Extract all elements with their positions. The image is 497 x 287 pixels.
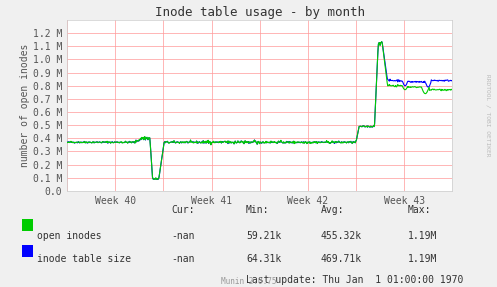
Text: 64.31k: 64.31k (246, 254, 281, 264)
Title: Inode table usage - by month: Inode table usage - by month (155, 6, 365, 19)
Y-axis label: number of open inodes: number of open inodes (20, 44, 30, 167)
Text: RRDTOOL / TOBI OETIKER: RRDTOOL / TOBI OETIKER (486, 73, 491, 156)
Text: 1.19M: 1.19M (408, 254, 437, 264)
Text: open inodes: open inodes (37, 231, 102, 241)
Text: Cur:: Cur: (171, 205, 195, 215)
Text: Avg:: Avg: (321, 205, 344, 215)
Text: 469.71k: 469.71k (321, 254, 362, 264)
Text: Max:: Max: (408, 205, 431, 215)
Text: 455.32k: 455.32k (321, 231, 362, 241)
Text: -nan: -nan (171, 231, 195, 241)
Text: Munin 2.0.75: Munin 2.0.75 (221, 277, 276, 286)
Text: inode table size: inode table size (37, 254, 131, 264)
Text: -nan: -nan (171, 254, 195, 264)
Text: 1.19M: 1.19M (408, 231, 437, 241)
Text: 59.21k: 59.21k (246, 231, 281, 241)
Text: Min:: Min: (246, 205, 269, 215)
Text: Last update: Thu Jan  1 01:00:00 1970: Last update: Thu Jan 1 01:00:00 1970 (246, 275, 463, 285)
